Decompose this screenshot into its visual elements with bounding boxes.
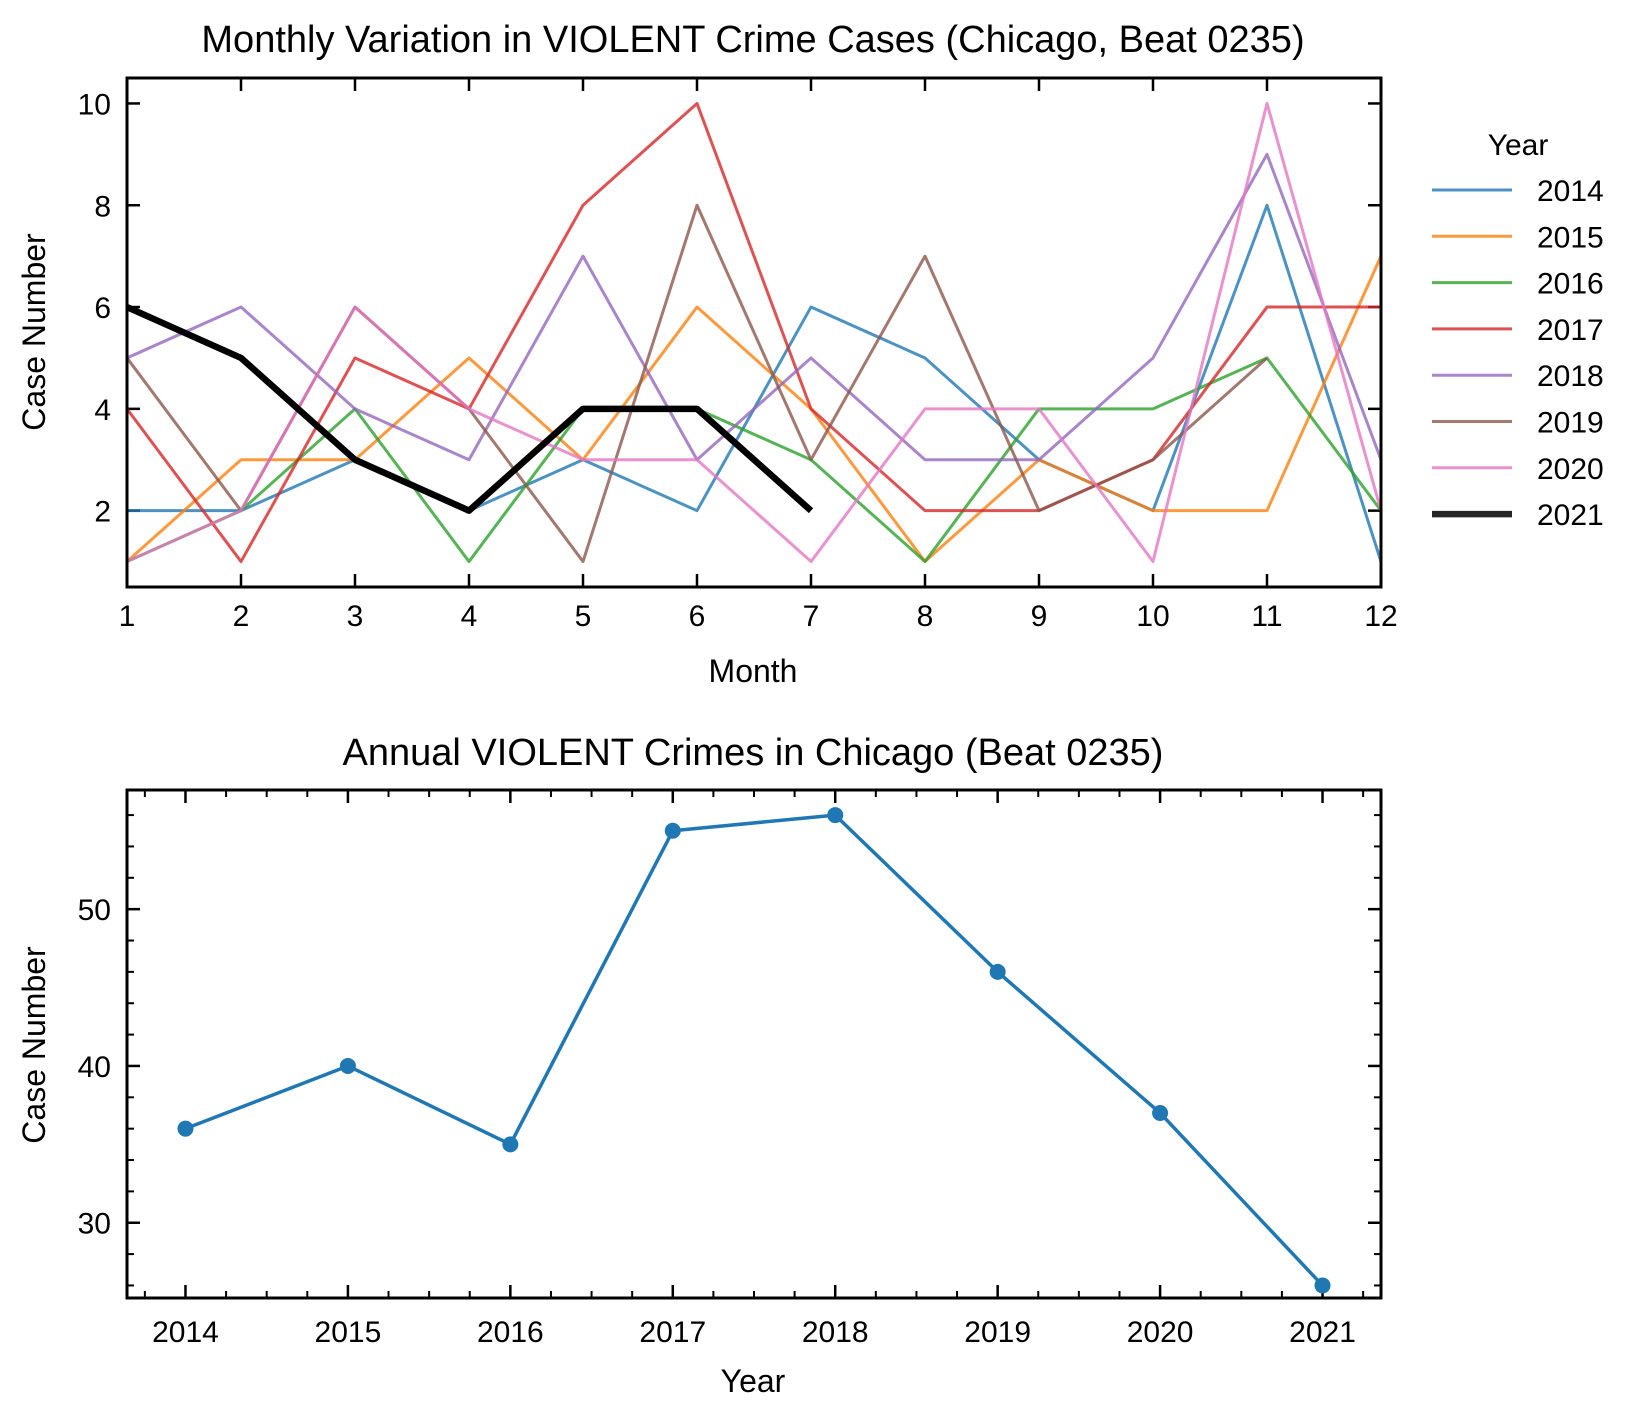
legend-label-2020: 2020 (1537, 453, 1604, 486)
monthly-y-axis-label: Case Number (16, 233, 52, 431)
monthly-x-tick-label: 4 (461, 600, 478, 633)
annual-data-point-2015 (339, 1057, 356, 1074)
annual-series (177, 807, 1331, 1294)
annual-ticks: 2014 2015 2016 2017 2018 2019 2020 2021 30 40 50 (78, 790, 1381, 1349)
annual-x-tick-label: 2015 (315, 1316, 382, 1349)
legend-title: Year (1488, 129, 1549, 162)
annual-data-point-2021 (1314, 1277, 1331, 1294)
monthly-x-tick-label: 12 (1364, 600, 1397, 633)
monthly-x-tick-label: 10 (1136, 600, 1169, 633)
legend-label-2016: 2016 (1537, 268, 1604, 301)
monthly-plot-frame (125, 76, 1383, 589)
series-line-2020 (127, 101, 1381, 564)
annual-x-tick-label: 2017 (639, 1316, 706, 1349)
annual-x-axis-label: Year (721, 1363, 786, 1399)
monthly-x-axis-label: Month (709, 653, 798, 689)
annual-x-tick-label: 2021 (1289, 1316, 1356, 1349)
annual-x-tick-label: 2016 (477, 1316, 544, 1349)
monthly-y-tick-label: 10 (78, 88, 111, 121)
monthly-x-tick-label: 6 (689, 600, 706, 633)
monthly-x-tick-label: 1 (119, 600, 136, 633)
legend-label-2014: 2014 (1537, 175, 1604, 208)
annual-y-axis-label: Case Number (16, 946, 52, 1144)
monthly-series (127, 101, 1381, 564)
legend-label-2017: 2017 (1537, 314, 1604, 347)
series-line-2016 (127, 356, 1381, 564)
annual-y-tick-label: 50 (78, 894, 111, 927)
annual-x-tick-label: 2019 (964, 1316, 1031, 1349)
annual-y-tick-label: 30 (78, 1208, 111, 1241)
legend-label-2021: 2021 (1537, 499, 1604, 532)
monthly-y-tick-label: 4 (94, 394, 111, 427)
legend-label-2018: 2018 (1537, 360, 1604, 393)
monthly-x-tick-label: 5 (575, 600, 592, 633)
monthly-x-tick-label: 8 (917, 600, 934, 633)
legend-label-2015: 2015 (1537, 221, 1604, 254)
annual-series-line (184, 813, 1324, 1287)
annual-chart: Annual VIOLENT Crimes in Chicago (Beat 0… (16, 732, 1383, 1399)
annual-data-point-2016 (502, 1136, 519, 1153)
legend-label-2019: 2019 (1537, 407, 1604, 440)
annual-x-tick-label: 2014 (152, 1316, 219, 1349)
annual-data-point-2018 (827, 807, 844, 824)
annual-x-tick-label: 2018 (802, 1316, 869, 1349)
monthly-y-tick-label: 8 (94, 190, 111, 223)
monthly-x-tick-label: 2 (233, 600, 250, 633)
monthly-x-tick-label: 11 (1251, 600, 1282, 633)
annual-y-tick-label: 40 (78, 1051, 111, 1084)
annual-data-point-2019 (989, 963, 1006, 980)
monthly-chart: Monthly Variation in VIOLENT Crime Cases… (16, 19, 1604, 689)
monthly-chart-title: Monthly Variation in VIOLENT Crime Cases… (201, 19, 1304, 61)
series-line-2018 (127, 152, 1381, 462)
monthly-x-tick-label: 3 (347, 600, 364, 633)
annual-data-point-2020 (1152, 1104, 1169, 1121)
annual-chart-title: Annual VIOLENT Crimes in Chicago (Beat 0… (343, 732, 1164, 774)
annual-data-point-2017 (664, 822, 681, 839)
annual-x-tick-label: 2020 (1127, 1316, 1194, 1349)
annual-plot-frame (125, 788, 1383, 1300)
series-line-2015 (127, 255, 1381, 564)
monthly-y-tick-label: 6 (94, 292, 111, 325)
series-line-2021 (127, 304, 814, 514)
monthly-legend: Year 2014 2015 2016 2017 2018 2019 2020 2021 (1432, 129, 1604, 532)
monthly-y-tick-label: 2 (94, 496, 111, 529)
monthly-x-tick-label: 7 (803, 600, 820, 633)
monthly-x-tick-label: 9 (1031, 600, 1048, 633)
annual-data-point-2014 (177, 1120, 194, 1137)
